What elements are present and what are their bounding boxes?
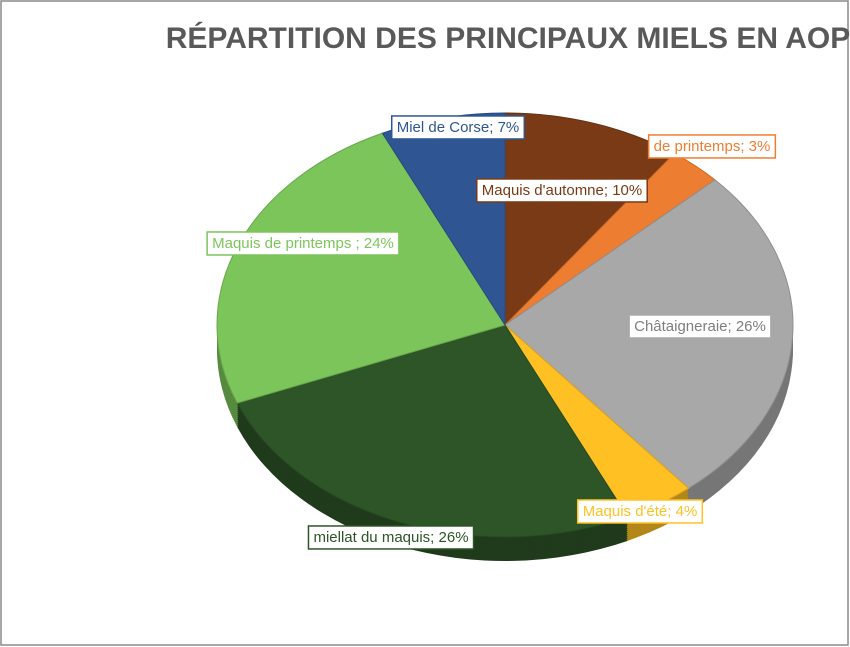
data-label: miellat du maquis; 26% [307,525,475,550]
chart-title: RÉPARTITION DES PRINCIPAUX MIELS EN AOP [166,21,850,55]
data-label: Miel de Corse; 7% [390,115,526,140]
label-text: de printemps; 3% [654,138,771,155]
label-box [206,231,400,256]
label-box [307,525,475,550]
data-label: Maquis d'été; 4% [576,499,704,524]
label-box [576,499,704,524]
data-label: Maquis de printemps ; 24% [206,231,400,256]
label-text: miellat du maquis; 26% [313,529,468,546]
label-text: Maquis d'automne; 10% [482,182,642,199]
data-label: Maquis d'automne; 10% [476,178,648,203]
data-label: Châtaigneraie; 26% [628,314,772,339]
label-box [628,314,772,339]
label-text: Maquis d'été; 4% [583,503,698,520]
label-text: Miel de Corse; 7% [397,119,520,136]
label-text: Châtaigneraie; 26% [634,318,766,335]
label-box [390,115,526,140]
label-box [476,178,648,203]
data-label: de printemps; 3% [647,134,777,159]
label-box [647,134,777,159]
slice [236,324,629,538]
label-text: Maquis de printemps ; 24% [212,235,394,252]
